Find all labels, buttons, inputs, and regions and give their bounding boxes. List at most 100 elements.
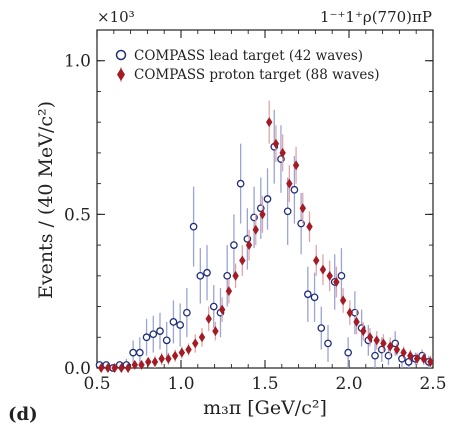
lead-point (344, 348, 353, 357)
lead-point (156, 327, 164, 335)
proton-point (299, 203, 306, 214)
lead-point (371, 351, 379, 360)
proton-point (98, 363, 105, 373)
x-tick-label: 1.5 (251, 374, 278, 394)
proton-point (333, 276, 340, 287)
proton-point (272, 138, 280, 149)
proton-point (373, 335, 380, 346)
y-tick-label: 0.5 (64, 205, 91, 225)
y-tick-label: 1.0 (64, 52, 91, 72)
lead-point (263, 195, 272, 203)
proton-point (205, 313, 212, 324)
lead-point (142, 333, 151, 342)
proton-point (386, 341, 394, 352)
proton-point (252, 224, 259, 235)
x-axis-title: m₃π [GeV/c²] (203, 397, 327, 419)
legend: COMPASS lead target (42 waves) COMPASS p… (115, 48, 380, 83)
proton-point (407, 350, 414, 361)
lead-point (310, 293, 319, 302)
lead-point (129, 348, 137, 357)
lead-point (176, 321, 185, 329)
lead-point (203, 268, 211, 277)
proton-point (266, 117, 273, 128)
lead-point (196, 271, 205, 280)
proton-point (319, 264, 327, 275)
x-tick-label: 1.0 (167, 374, 194, 394)
lead-point (337, 271, 346, 280)
proton-point (427, 356, 434, 367)
legend-marker-open-circle (115, 49, 127, 61)
proton-point (232, 270, 239, 281)
lead-point (183, 308, 191, 317)
proton-point (192, 338, 199, 349)
proton-point (353, 316, 360, 327)
series-proton-target (98, 100, 434, 373)
proton-point (239, 255, 246, 266)
lead-point (162, 336, 171, 345)
proton-point (104, 363, 112, 373)
lead-point (149, 330, 158, 339)
x-tick-label: 2.0 (335, 374, 362, 394)
legend-marker-diamond (117, 68, 125, 81)
lead-point (290, 185, 299, 194)
proton-point (313, 255, 320, 266)
proton-point (380, 338, 387, 349)
lead-point (169, 318, 178, 326)
lead-point (209, 302, 218, 311)
panel-label: (d) (8, 404, 38, 425)
lead-point (236, 179, 245, 188)
proton-point (151, 356, 159, 367)
wave-label: 1⁻⁺1⁺ρ(770)πP (320, 8, 432, 26)
proton-point (138, 359, 145, 370)
lead-point (135, 348, 144, 357)
x-tick-label: 2.5 (419, 374, 446, 394)
proton-point (218, 304, 226, 315)
proton-point (158, 353, 165, 364)
proton-point (346, 307, 354, 318)
proton-point (286, 178, 293, 189)
proton-point (292, 160, 300, 171)
proton-point (111, 363, 118, 373)
lead-point (303, 290, 312, 299)
proton-point (306, 221, 313, 232)
proton-point (339, 295, 347, 306)
proton-point (171, 350, 179, 361)
proton-point (225, 286, 233, 297)
proton-point (326, 270, 333, 281)
legend-label-lead: COMPASS lead target (42 waves) (134, 48, 363, 64)
axis-ticks: 0.5 1.0 1.5 2.0 2.50.00.51.0 (64, 29, 447, 394)
proton-point (118, 363, 125, 373)
legend-item-proton: COMPASS proton target (88 waves) (117, 67, 380, 83)
proton-point (212, 326, 219, 337)
lead-point (230, 241, 238, 249)
proton-point (178, 347, 186, 358)
lead-point (317, 324, 326, 332)
y-tick-label: 0.0 (64, 359, 91, 379)
lead-point (283, 207, 292, 216)
scale-label: ×10³ (97, 8, 135, 26)
lead-point (223, 271, 232, 280)
proton-point (400, 347, 407, 358)
proton-point (245, 240, 253, 251)
y-axis-title: Events / (40 MeV/c²) (35, 101, 57, 299)
proton-point (145, 356, 152, 367)
proton-point (279, 147, 286, 158)
proton-point (131, 359, 138, 370)
proton-point (198, 332, 206, 343)
proton-point (413, 353, 421, 364)
legend-label-proton: COMPASS proton target (88 waves) (134, 67, 380, 83)
proton-point (165, 353, 172, 364)
proton-point (124, 363, 132, 373)
x-tick-label: 0.5 (83, 374, 110, 394)
series-lead-target (95, 109, 433, 372)
proton-point (259, 209, 266, 220)
lead-point (189, 222, 198, 231)
proton-point (360, 326, 367, 337)
proton-point (185, 344, 192, 355)
proton-point (366, 332, 374, 343)
legend-item-lead: COMPASS lead target (42 waves) (115, 48, 363, 64)
proton-point (420, 353, 427, 364)
lead-point (324, 339, 332, 348)
proton-point (393, 344, 401, 355)
